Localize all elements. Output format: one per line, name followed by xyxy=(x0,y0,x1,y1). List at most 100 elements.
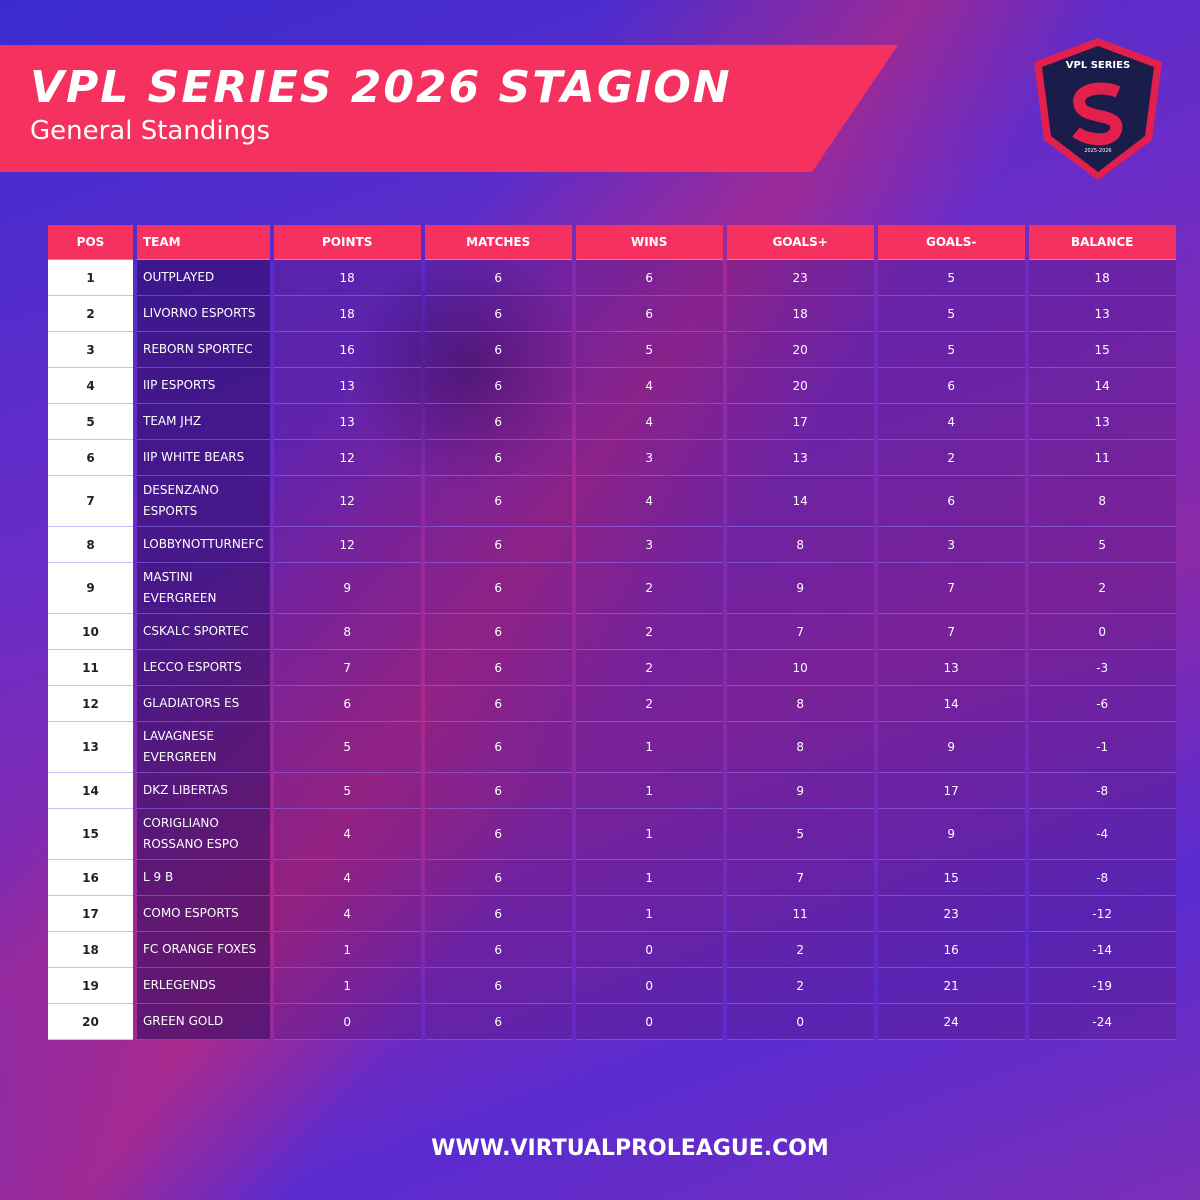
cell: 6 xyxy=(575,260,723,296)
cell: 21 xyxy=(877,968,1025,1004)
cell: 18 xyxy=(273,260,421,296)
cell: 6 xyxy=(424,650,572,686)
cell: 6 xyxy=(424,968,572,1004)
footer-url: WWW.VIRTUALPROLEAGUE.COM xyxy=(431,1136,829,1161)
cell: 0 xyxy=(726,1004,874,1040)
cell: 13 xyxy=(1028,296,1176,332)
cell: 3 xyxy=(48,332,133,368)
cell: -3 xyxy=(1028,650,1176,686)
cell: 9 xyxy=(726,563,874,614)
team-name: OUTPLAYED xyxy=(137,260,270,296)
cell: 20 xyxy=(48,1004,133,1040)
cell: 10 xyxy=(726,650,874,686)
cell: -8 xyxy=(1028,860,1176,896)
cell: 6 xyxy=(424,404,572,440)
cell: 13 xyxy=(273,368,421,404)
cell: 17 xyxy=(877,773,1025,809)
table-row: 8 LOBBYNOTTURNEFC 12 6 3 8 3 5 xyxy=(48,527,1176,563)
cell: 3 xyxy=(877,527,1025,563)
team-name: MASTINI EVERGREEN xyxy=(137,563,270,614)
table-row: 18 FC ORANGE FOXES 1 6 0 2 16 -14 xyxy=(48,932,1176,968)
cell: 13 xyxy=(877,650,1025,686)
cell: 20 xyxy=(726,368,874,404)
cell: 7 xyxy=(877,614,1025,650)
cell: 14 xyxy=(1028,368,1176,404)
cell: 13 xyxy=(48,722,133,773)
cell: 1 xyxy=(273,932,421,968)
cell: 14 xyxy=(48,773,133,809)
cell: 15 xyxy=(48,809,133,860)
title: VPL SERIES 2026 STAGION xyxy=(30,62,732,113)
table-row: 10 CSKALC SPORTEC 8 6 2 7 7 0 xyxy=(48,614,1176,650)
cell: 11 xyxy=(726,896,874,932)
cell: 5 xyxy=(877,260,1025,296)
cell: 9 xyxy=(273,563,421,614)
cell: 14 xyxy=(726,476,874,527)
table-row: 7 DESENZANO ESPORTS 12 6 4 14 6 8 xyxy=(48,476,1176,527)
cell: 6 xyxy=(424,332,572,368)
cell: 4 xyxy=(877,404,1025,440)
cell: 23 xyxy=(877,896,1025,932)
column-header: POINTS xyxy=(273,225,421,260)
cell: 10 xyxy=(48,614,133,650)
cell: 6 xyxy=(424,527,572,563)
cell: 1 xyxy=(575,896,723,932)
cell: 2 xyxy=(575,563,723,614)
table-row: 4 IIP ESPORTS 13 6 4 20 6 14 xyxy=(48,368,1176,404)
cell: 2 xyxy=(877,440,1025,476)
header-row: POS TEAM POINTS MATCHES WINS GOALS+ GOALS- BALA… xyxy=(48,225,1176,260)
cell: 17 xyxy=(48,896,133,932)
team-name: GREEN GOLD xyxy=(137,1004,270,1040)
team-name: ERLEGENDS xyxy=(137,968,270,1004)
cell: 16 xyxy=(48,860,133,896)
cell: 6 xyxy=(877,476,1025,527)
cell: 6 xyxy=(424,860,572,896)
cell: 14 xyxy=(877,686,1025,722)
cell: 7 xyxy=(877,563,1025,614)
cell: 24 xyxy=(877,1004,1025,1040)
cell: 9 xyxy=(726,773,874,809)
cell: 13 xyxy=(273,404,421,440)
team-name: GLADIATORS ES xyxy=(137,686,270,722)
cell: 1 xyxy=(575,722,723,773)
cell: 9 xyxy=(48,563,133,614)
cell: 8 xyxy=(1028,476,1176,527)
table-row: 13 LAVAGNESE EVERGREEN 5 6 1 8 9 -1 xyxy=(48,722,1176,773)
cell: 2 xyxy=(575,614,723,650)
cell: 0 xyxy=(273,1004,421,1040)
column-header: WINS xyxy=(575,225,723,260)
cell: 8 xyxy=(726,527,874,563)
cell: 6 xyxy=(48,440,133,476)
table-row: 2 LIVORNO ESPORTS 18 6 6 18 5 13 xyxy=(48,296,1176,332)
column-header: BALANCE xyxy=(1028,225,1176,260)
cell: 16 xyxy=(273,332,421,368)
cell: 6 xyxy=(424,296,572,332)
cell: 1 xyxy=(48,260,133,296)
cell: 7 xyxy=(273,650,421,686)
cell: 5 xyxy=(273,722,421,773)
cell: 16 xyxy=(877,932,1025,968)
table-row: 15 CORIGLIANO ROSSANO ESPO 4 6 1 5 9 -4 xyxy=(48,809,1176,860)
cell: 1 xyxy=(575,809,723,860)
cell: 7 xyxy=(48,476,133,527)
cell: 7 xyxy=(726,860,874,896)
team-name: COMO ESPORTS xyxy=(137,896,270,932)
team-name: L 9 B xyxy=(137,860,270,896)
cell: 12 xyxy=(48,686,133,722)
cell: 6 xyxy=(424,1004,572,1040)
subtitle: General Standings xyxy=(30,116,271,146)
cell: 2 xyxy=(726,932,874,968)
team-name: CORIGLIANO ROSSANO ESPO xyxy=(137,809,270,860)
cell: 6 xyxy=(424,773,572,809)
cell: 0 xyxy=(575,968,723,1004)
table-row: 14 DKZ LIBERTAS 5 6 1 9 17 -8 xyxy=(48,773,1176,809)
banner xyxy=(0,45,898,172)
cell: 15 xyxy=(1028,332,1176,368)
cell: 4 xyxy=(273,809,421,860)
cell: 4 xyxy=(48,368,133,404)
team-name: REBORN SPORTEC xyxy=(137,332,270,368)
cell: 8 xyxy=(726,722,874,773)
cell: 18 xyxy=(48,932,133,968)
cell: 1 xyxy=(575,773,723,809)
cell: 18 xyxy=(273,296,421,332)
